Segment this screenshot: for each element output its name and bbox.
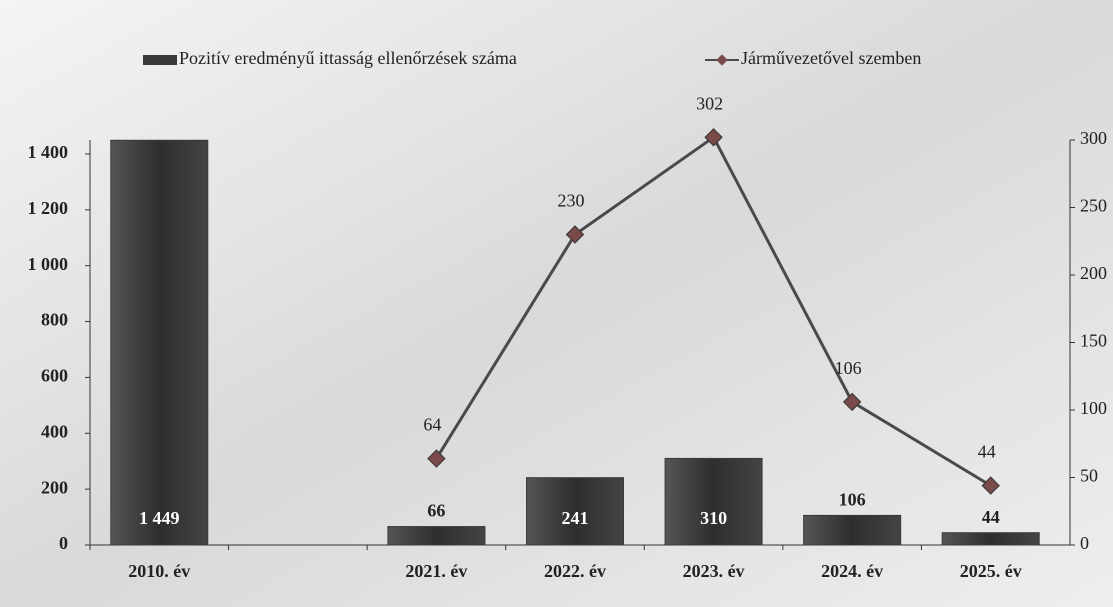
y2-tick-label: 0 [1080,533,1089,553]
line-marker [427,449,446,468]
line-value-label: 64 [423,415,441,435]
y2-tick-label: 150 [1080,331,1107,351]
bar [387,526,486,546]
bar [803,514,902,546]
bar [526,477,624,546]
x-tick-label: 2022. év [544,561,606,581]
line-value-label: 106 [835,358,862,378]
bar-value-label: 106 [839,490,866,510]
x-tick-label: 2025. év [960,561,1022,581]
line-value-label: 44 [978,442,996,462]
line-marker [565,225,585,244]
legend-marker [716,54,728,66]
legend-label: Pozitív eredményű ittasság ellenőrzések … [179,48,517,68]
y-tick-label: 800 [41,310,68,330]
line-marker [842,392,862,412]
line-marker [981,476,1000,495]
y-tick-label: 200 [41,477,68,497]
bar-value-label: 310 [700,508,727,528]
y-tick-label: 400 [41,421,68,441]
y2-tick-label: 100 [1080,398,1107,418]
bar [664,457,763,546]
line-value-label: 302 [696,93,723,113]
bar-value-label: 44 [982,507,1000,527]
y2-tick-label: 250 [1080,196,1107,216]
y2-tick-label: 200 [1080,263,1107,283]
x-tick-label: 2024. év [821,561,883,581]
bar [941,532,1040,546]
legend-swatch [143,55,177,65]
y2-tick-label: 300 [1080,128,1107,148]
bar [110,139,209,546]
bar-value-label: 66 [427,501,445,521]
line-value-label: 230 [558,191,585,211]
bar-value-label: 1 449 [139,508,180,528]
y-tick-label: 0 [59,533,68,553]
bar-value-label: 241 [562,508,589,528]
legend-label: Járművezetővel szemben [741,48,921,68]
x-tick-label: 2023. év [683,561,745,581]
x-tick-label: 2021. év [405,561,467,581]
y-tick-label: 1 000 [28,254,69,274]
y-tick-label: 1 200 [28,198,69,218]
y2-tick-label: 50 [1080,466,1098,486]
x-tick-label: 2010. év [128,561,190,581]
line-marker [704,128,723,147]
y-tick-label: 1 400 [28,142,69,162]
y-tick-label: 600 [41,366,68,386]
